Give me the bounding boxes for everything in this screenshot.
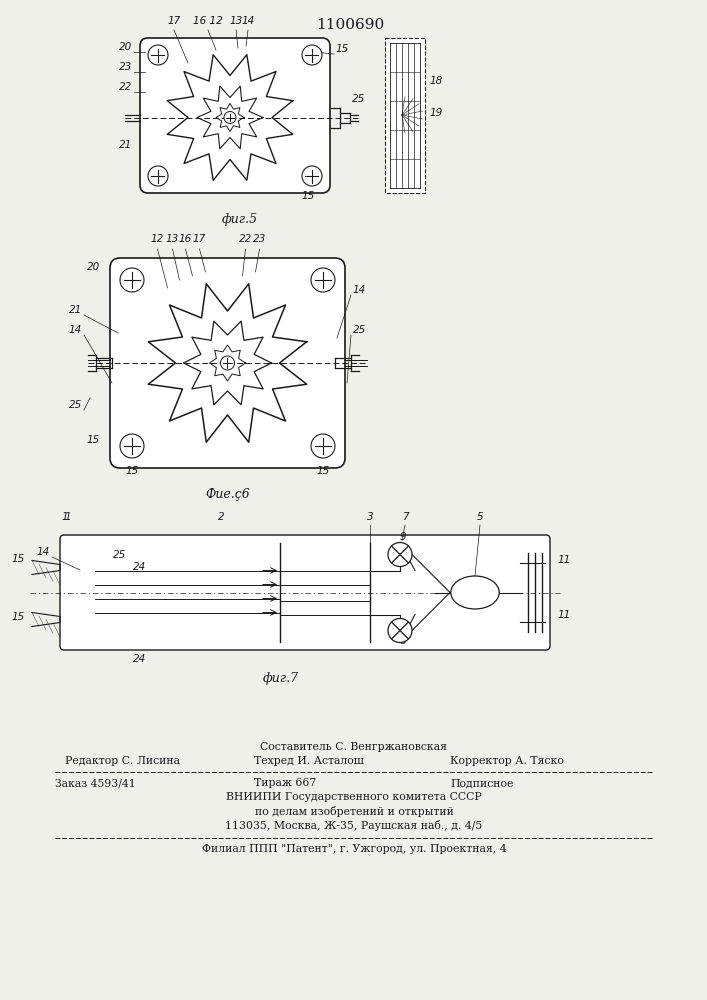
Circle shape <box>311 268 335 292</box>
Text: 13: 13 <box>229 16 243 26</box>
Circle shape <box>120 268 144 292</box>
Text: Составитель С. Венгржановская: Составитель С. Венгржановская <box>260 742 448 752</box>
Text: ВНИИПИ Государственного комитета СССР: ВНИИПИ Государственного комитета СССР <box>226 792 482 802</box>
Text: 15: 15 <box>125 466 139 476</box>
Text: 16: 16 <box>179 234 192 244</box>
Text: 20: 20 <box>87 262 100 272</box>
Text: 12: 12 <box>151 234 164 244</box>
Text: 8: 8 <box>399 637 407 647</box>
Text: 15: 15 <box>87 435 100 445</box>
Text: 2: 2 <box>218 512 225 522</box>
Text: 17: 17 <box>193 234 206 244</box>
Circle shape <box>120 434 144 458</box>
Text: 19: 19 <box>430 107 443 117</box>
Text: 1: 1 <box>62 512 69 522</box>
Text: 10: 10 <box>469 589 481 599</box>
Text: 21: 21 <box>119 140 132 150</box>
Text: 1100690: 1100690 <box>316 18 384 32</box>
Text: 15: 15 <box>316 466 329 476</box>
Text: 11: 11 <box>558 610 571 620</box>
Text: фиг.5: фиг.5 <box>222 213 258 226</box>
Circle shape <box>311 434 335 458</box>
Circle shape <box>388 618 412 643</box>
Text: Тираж 667: Тираж 667 <box>254 778 316 788</box>
Text: Фие.ç6: Фие.ç6 <box>205 488 250 501</box>
Circle shape <box>302 45 322 65</box>
Text: 3: 3 <box>367 512 373 522</box>
Text: 23: 23 <box>253 234 266 244</box>
FancyBboxPatch shape <box>60 535 550 650</box>
Text: 25: 25 <box>69 400 82 410</box>
Text: 9: 9 <box>399 532 407 542</box>
Text: 18: 18 <box>430 77 443 87</box>
Text: Филиал ППП "Патент", г. Ужгород, ул. Проектная, 4: Филиал ППП "Патент", г. Ужгород, ул. Про… <box>201 844 506 854</box>
Circle shape <box>302 166 322 186</box>
Text: фиг.7: фиг.7 <box>262 672 298 685</box>
Circle shape <box>221 356 235 370</box>
Ellipse shape <box>451 576 499 609</box>
Text: Корректор А. Тяско: Корректор А. Тяско <box>450 756 564 766</box>
Text: 14: 14 <box>37 547 50 557</box>
Text: Подписное: Подписное <box>450 778 513 788</box>
Text: 24: 24 <box>134 654 146 664</box>
Text: 23: 23 <box>119 62 132 72</box>
Text: 21: 21 <box>69 305 82 315</box>
Bar <box>385 38 425 193</box>
Text: Заказ 4593/41: Заказ 4593/41 <box>55 778 136 788</box>
Text: 25: 25 <box>352 95 366 104</box>
Text: 20: 20 <box>119 42 132 52</box>
Text: 13: 13 <box>166 234 179 244</box>
Circle shape <box>148 166 168 186</box>
Text: по делам изобретений и открытий: по делам изобретений и открытий <box>255 806 453 817</box>
Text: 15: 15 <box>336 44 349 54</box>
Text: 15: 15 <box>301 191 315 201</box>
Text: 113035, Москва, Ж-35, Раушская наб., д. 4/5: 113035, Москва, Ж-35, Раушская наб., д. … <box>226 820 483 831</box>
Text: 15: 15 <box>12 554 25 564</box>
Text: 15: 15 <box>12 612 25 622</box>
Text: 16 12: 16 12 <box>193 16 223 26</box>
Text: 14: 14 <box>353 285 366 295</box>
Text: 17: 17 <box>168 16 180 26</box>
Text: 14: 14 <box>69 325 82 335</box>
Circle shape <box>388 542 412 566</box>
Text: 22: 22 <box>239 234 252 244</box>
Text: 7: 7 <box>402 512 409 522</box>
Text: Техред И. Асталош: Техред И. Асталош <box>254 756 364 766</box>
Text: Редактор С. Лисина: Редактор С. Лисина <box>65 756 180 766</box>
Text: 24: 24 <box>134 562 146 572</box>
Circle shape <box>148 45 168 65</box>
Text: 25: 25 <box>113 550 127 560</box>
Text: 1: 1 <box>64 512 71 522</box>
Text: 25: 25 <box>353 325 366 335</box>
Text: 5: 5 <box>477 512 484 522</box>
FancyBboxPatch shape <box>140 38 330 193</box>
Text: 14: 14 <box>241 16 255 26</box>
FancyBboxPatch shape <box>110 258 345 468</box>
Text: 11: 11 <box>558 555 571 565</box>
Text: 22: 22 <box>119 82 132 92</box>
Circle shape <box>224 111 236 123</box>
